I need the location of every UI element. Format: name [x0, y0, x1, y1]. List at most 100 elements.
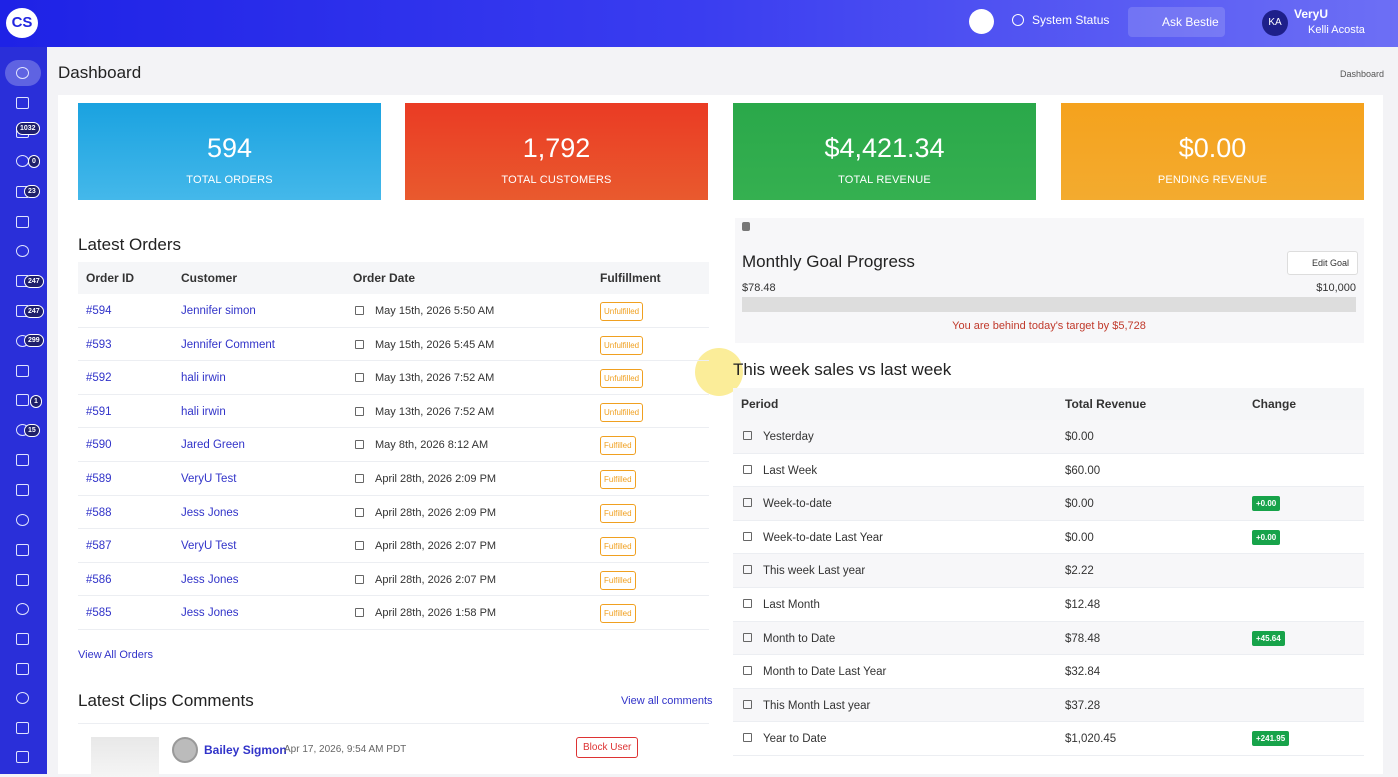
- user-name: Kelli Acosta: [1308, 24, 1365, 36]
- order-id[interactable]: #585: [86, 607, 112, 620]
- order-id[interactable]: #590: [86, 439, 112, 452]
- table-row: [78, 596, 709, 630]
- nav-icon[interactable]: [16, 245, 29, 257]
- nav-icon[interactable]: [16, 751, 29, 763]
- order-id[interactable]: #592: [86, 372, 112, 385]
- customer[interactable]: hali irwin: [181, 405, 226, 418]
- revenue: $0.00: [1065, 431, 1094, 443]
- nav-icon[interactable]: [16, 67, 29, 79]
- change-badge: +241.95: [1252, 731, 1290, 747]
- stat-value: 594: [206, 133, 253, 163]
- nav-icon[interactable]: [16, 603, 29, 615]
- revenue: $32.84: [1065, 666, 1101, 679]
- table-row: [78, 294, 709, 328]
- order-id[interactable]: #588: [86, 506, 112, 519]
- stat-card: $0.00 PENDING REVENUE: [1061, 103, 1364, 200]
- table-row: [733, 688, 1364, 723]
- nav-badge: 247: [24, 275, 44, 288]
- calendar-icon: [355, 541, 364, 551]
- column-header: Period: [741, 397, 779, 411]
- revenue: $12.48: [1065, 599, 1101, 611]
- view-all-orders[interactable]: View All Orders: [78, 649, 153, 661]
- calendar-icon: [355, 406, 364, 416]
- stat-card: 594 TOTAL ORDERS: [78, 103, 381, 200]
- column-header: Order ID: [86, 271, 135, 285]
- order-date: May 13th, 2026 7:52 AM: [375, 405, 495, 418]
- column-header: Fulfillment: [600, 271, 661, 285]
- block-button[interactable]: Block User: [576, 737, 639, 758]
- logo[interactable]: CS: [6, 8, 38, 38]
- system-status[interactable]: System Status: [1012, 13, 1109, 27]
- customer[interactable]: Jennifer Comment: [181, 338, 275, 351]
- calendar-icon: [355, 306, 364, 315]
- nav-icon[interactable]: [16, 663, 29, 675]
- order-id[interactable]: #591: [86, 405, 112, 418]
- nav-icon[interactable]: [16, 722, 29, 734]
- view-all-comments[interactable]: View all comments: [621, 695, 713, 707]
- order-id[interactable]: #594: [86, 305, 112, 317]
- customer[interactable]: hali irwin: [181, 372, 226, 385]
- order-date: May 8th, 2026 8:12 AM: [375, 439, 489, 452]
- order-date: May 15th, 2026 5:50 AM: [375, 305, 495, 317]
- nav-icon[interactable]: [16, 365, 29, 377]
- avatar[interactable]: KA: [1262, 10, 1288, 36]
- order-id[interactable]: #589: [86, 473, 112, 485]
- order-date: April 28th, 2026 2:09 PM: [375, 473, 497, 485]
- nav-icon[interactable]: [16, 484, 29, 496]
- stat-label: TOTAL CUSTOMERS: [501, 174, 612, 186]
- nav-icon[interactable]: [16, 454, 29, 466]
- nav-badge: 15: [24, 424, 40, 437]
- change-badge: +0.00: [1252, 529, 1281, 545]
- nav-icon[interactable]: [16, 633, 29, 645]
- section-title: Latest Orders: [78, 235, 181, 254]
- change-badge: +0.00: [1252, 496, 1281, 512]
- change-badge: +45.64: [1252, 630, 1285, 646]
- goal-message: You are behind today's target by $5,728: [952, 320, 1146, 332]
- nav-icon[interactable]: [16, 514, 29, 526]
- nav-icon[interactable]: [16, 574, 29, 586]
- customer[interactable]: Jess Jones: [181, 607, 239, 620]
- customer[interactable]: VeryU Test: [181, 540, 237, 553]
- fulfillment: Unfulfilled: [600, 302, 644, 321]
- order-id[interactable]: #587: [86, 540, 112, 553]
- commenter-name[interactable]: Bailey Sigmon: [204, 743, 287, 757]
- breadcrumb[interactable]: Dashboard: [1340, 69, 1385, 79]
- nav-icon[interactable]: [16, 97, 29, 109]
- customer[interactable]: Jared Green: [181, 439, 245, 452]
- table-row: [78, 529, 709, 563]
- order-date: April 28th, 2026 1:58 PM: [375, 607, 497, 620]
- table-row: [78, 328, 709, 362]
- page-title: Dashboard: [58, 63, 142, 82]
- nav-icon[interactable]: [16, 692, 29, 704]
- order-id[interactable]: #586: [86, 573, 112, 586]
- nav-icon[interactable]: [16, 216, 29, 228]
- theme-toggle[interactable]: [969, 9, 994, 34]
- revenue: $60.00: [1065, 464, 1101, 477]
- customer[interactable]: Jennifer simon: [181, 305, 256, 317]
- calendar-icon: [743, 733, 752, 743]
- nav-icon[interactable]: [16, 394, 29, 406]
- calendar-icon: [743, 464, 752, 474]
- table-row: [78, 428, 709, 462]
- order-id[interactable]: #593: [86, 338, 112, 351]
- goal-title: Monthly Goal Progress: [742, 252, 915, 271]
- ask-button[interactable]: Ask Bestie: [1128, 7, 1225, 37]
- stat-value: 1,792: [522, 133, 591, 163]
- calendar-icon: [355, 373, 364, 383]
- calendar-icon: [743, 599, 752, 608]
- nav-icon[interactable]: [16, 544, 29, 556]
- customer[interactable]: VeryU Test: [181, 473, 237, 485]
- calendar-icon: [355, 339, 364, 349]
- fulfillment: Fulfilled: [600, 436, 636, 456]
- lock-icon: [742, 222, 750, 231]
- goal-current: $78.48: [742, 282, 776, 294]
- period: This Month Last year: [763, 699, 871, 712]
- calendar-icon: [743, 565, 752, 575]
- revenue: $2.22: [1065, 565, 1094, 578]
- customer[interactable]: Jess Jones: [181, 573, 239, 586]
- edit-goal[interactable]: Edit Goal: [1287, 251, 1359, 275]
- system-status-text: System Status: [1032, 13, 1110, 27]
- goal-target: $10,000: [1316, 282, 1356, 294]
- customer[interactable]: Jess Jones: [181, 506, 239, 519]
- table-row: [733, 420, 1364, 454]
